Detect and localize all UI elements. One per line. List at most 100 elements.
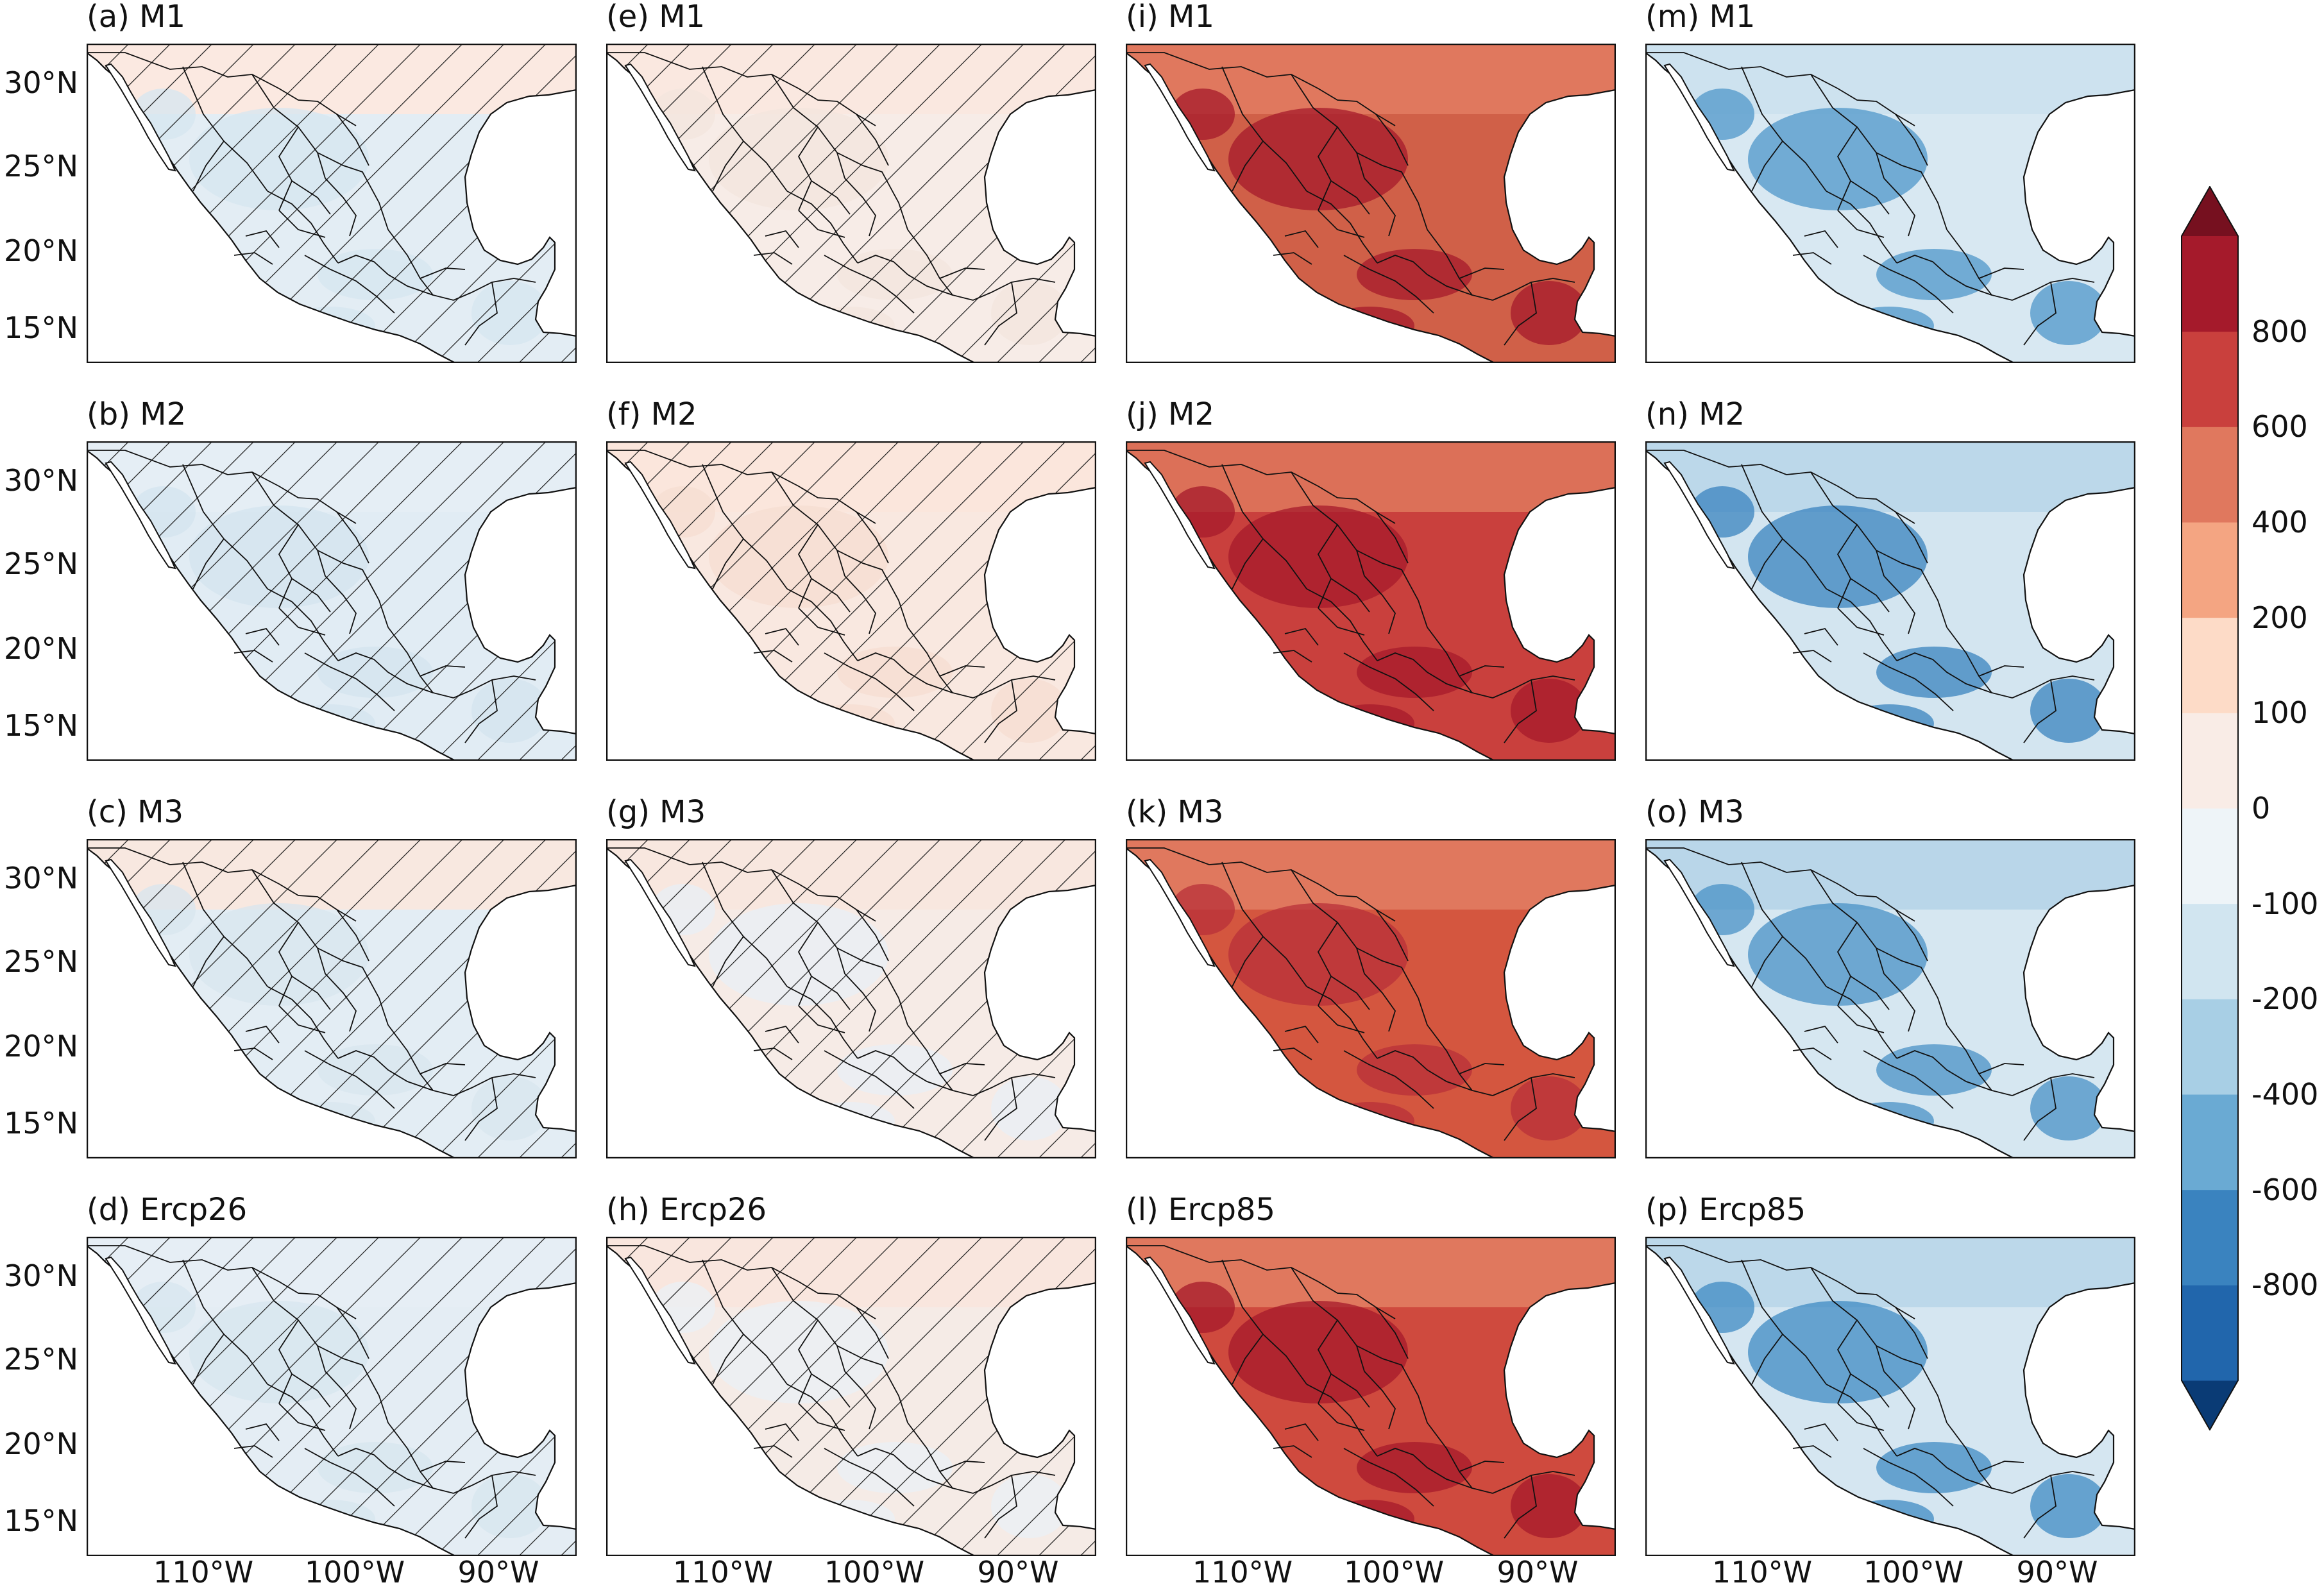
map-panel: (g) M3 bbox=[606, 797, 1096, 1158]
state-border bbox=[1356, 1345, 1428, 1423]
state-border bbox=[1896, 255, 1992, 296]
map-panel: (k) M3 bbox=[1126, 797, 1616, 1158]
anomaly-contour bbox=[1228, 1301, 1408, 1403]
longitude-label: 100°W bbox=[824, 1555, 925, 1590]
state-border bbox=[811, 1373, 851, 1408]
state-border bbox=[1896, 652, 1992, 693]
state-border bbox=[1883, 1371, 1915, 1430]
panel-frame bbox=[1645, 839, 2135, 1158]
latitude-label: 25°N bbox=[4, 547, 78, 581]
state-border bbox=[1284, 1025, 1319, 1044]
map-canvas bbox=[1126, 1237, 1616, 1556]
state-border bbox=[1377, 1448, 1473, 1489]
state-border bbox=[278, 126, 299, 211]
state-border bbox=[245, 627, 280, 646]
state-border bbox=[1273, 650, 1312, 663]
state-border bbox=[1504, 1077, 1537, 1141]
state-border bbox=[1836, 1319, 1858, 1404]
panel-title: (c) M3 bbox=[87, 794, 184, 830]
anomaly-contour bbox=[1511, 1474, 1588, 1538]
map-canvas bbox=[606, 839, 1096, 1158]
state-border bbox=[1895, 1307, 1928, 1359]
state-border bbox=[1306, 986, 1378, 1059]
state-border bbox=[856, 1307, 889, 1359]
state-border bbox=[836, 947, 908, 1026]
anomaly-contour bbox=[1511, 679, 1588, 743]
state-border bbox=[1317, 524, 1338, 609]
state-border bbox=[939, 1461, 985, 1472]
map-canvas bbox=[606, 441, 1096, 761]
state-border bbox=[420, 1063, 466, 1074]
state-border bbox=[233, 252, 273, 265]
state-border bbox=[1751, 1334, 1783, 1385]
state-border bbox=[304, 1448, 395, 1507]
state-border bbox=[844, 1371, 876, 1430]
anomaly-contour bbox=[1748, 505, 1928, 608]
anomaly-contour bbox=[1748, 108, 1928, 210]
state-border bbox=[1317, 922, 1338, 1006]
state-border bbox=[1836, 524, 1858, 609]
state-border bbox=[291, 578, 331, 613]
colorbar-extend-min bbox=[2181, 1380, 2239, 1430]
colorbar-segment bbox=[2181, 808, 2239, 904]
longitude-label: 110°W bbox=[672, 1555, 774, 1590]
state-border bbox=[1318, 1403, 1365, 1431]
anomaly-contour bbox=[1228, 903, 1408, 1006]
state-border bbox=[1330, 180, 1370, 215]
colorbar-segment bbox=[2181, 1285, 2239, 1381]
state-border bbox=[939, 267, 985, 279]
state-border bbox=[1863, 1050, 1954, 1109]
state-border bbox=[1804, 230, 1838, 248]
state-border bbox=[1826, 986, 1897, 1059]
panel-title: (m) M1 bbox=[1645, 0, 1756, 35]
state-border bbox=[336, 511, 369, 564]
colorbar-segment bbox=[2181, 427, 2239, 523]
state-border bbox=[464, 1475, 498, 1539]
map-panel: (l) Ercp85 bbox=[1126, 1194, 1616, 1556]
colorbar-segment bbox=[2181, 331, 2239, 427]
gulf-of-california bbox=[1144, 1256, 1216, 1365]
colorbar-tick-label: -200 bbox=[2252, 981, 2319, 1017]
latitude-label: 15°N bbox=[4, 1504, 78, 1538]
state-border bbox=[1837, 1005, 1885, 1033]
state-border bbox=[765, 1025, 799, 1044]
state-border bbox=[1377, 255, 1473, 296]
anomaly-contour bbox=[2030, 1474, 2107, 1538]
map-canvas bbox=[1645, 44, 2135, 363]
anomaly-contour bbox=[1511, 281, 1588, 345]
state-border bbox=[1804, 1025, 1838, 1044]
state-border bbox=[786, 588, 858, 661]
state-border bbox=[1895, 909, 1928, 962]
map-canvas bbox=[1645, 1237, 2135, 1556]
panel-frame bbox=[606, 441, 1096, 761]
anomaly-contour bbox=[1748, 1301, 1928, 1403]
panel-frame bbox=[1126, 1237, 1616, 1556]
state-border bbox=[1504, 679, 1537, 743]
land-field bbox=[606, 1237, 1096, 1556]
gulf-of-california bbox=[1663, 1256, 1735, 1365]
state-border bbox=[856, 114, 889, 166]
state-border bbox=[836, 152, 908, 230]
state-border bbox=[1364, 178, 1396, 237]
map-panel: (m) M1 bbox=[1645, 1, 2135, 363]
state-border bbox=[1836, 922, 1858, 1006]
gulf-of-california bbox=[105, 1256, 176, 1365]
state-border bbox=[1306, 191, 1378, 264]
gulf-of-california bbox=[624, 461, 696, 570]
colorbar-segment bbox=[2181, 236, 2239, 332]
state-border bbox=[192, 140, 225, 192]
state-border bbox=[304, 255, 395, 314]
state-border bbox=[1377, 1050, 1473, 1091]
state-border bbox=[291, 976, 331, 1010]
panel-title: (k) M3 bbox=[1126, 794, 1224, 830]
state-border bbox=[336, 1307, 369, 1359]
map-canvas bbox=[1126, 441, 1616, 761]
colorbar-tick-label: -600 bbox=[2252, 1172, 2319, 1207]
colorbar-tick-label: 600 bbox=[2252, 409, 2308, 445]
state-border bbox=[1343, 255, 1434, 314]
latitude-label: 30°N bbox=[4, 1259, 78, 1293]
state-border bbox=[325, 575, 357, 634]
colorbar-tick-label: 100 bbox=[2252, 695, 2308, 731]
state-border bbox=[192, 538, 225, 589]
state-border bbox=[765, 627, 799, 646]
